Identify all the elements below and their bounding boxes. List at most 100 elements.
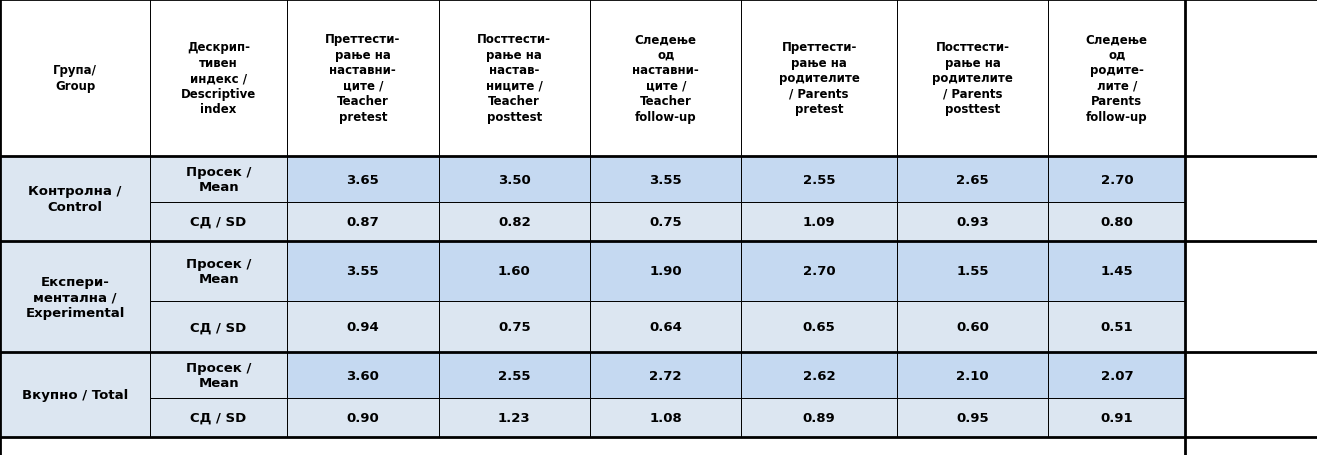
Bar xyxy=(439,0,590,157)
Bar xyxy=(741,157,897,202)
Text: 1.08: 1.08 xyxy=(649,411,682,424)
Bar xyxy=(439,202,590,241)
Text: 2.70: 2.70 xyxy=(803,265,835,278)
Text: 0.91: 0.91 xyxy=(1101,411,1133,424)
Bar xyxy=(287,353,439,398)
Text: 3.55: 3.55 xyxy=(346,265,379,278)
Bar xyxy=(439,301,590,353)
Bar xyxy=(897,202,1048,241)
Bar xyxy=(1048,301,1185,353)
Text: 1.45: 1.45 xyxy=(1101,265,1133,278)
Bar xyxy=(439,241,590,301)
Bar xyxy=(287,241,439,301)
Bar xyxy=(150,157,287,202)
Text: Следење
од
родите-
лите /
Parents
follow-up: Следење од родите- лите / Parents follow… xyxy=(1085,33,1148,124)
Bar xyxy=(1048,0,1185,157)
Bar xyxy=(1048,157,1185,202)
Bar xyxy=(1048,202,1185,241)
Bar xyxy=(150,202,287,241)
Bar xyxy=(287,202,439,241)
Bar xyxy=(150,398,287,437)
Text: Следење
од
наставни-
ците /
Teacher
follow-up: Следење од наставни- ците / Teacher foll… xyxy=(632,33,699,124)
Text: 2.55: 2.55 xyxy=(498,369,531,382)
Bar xyxy=(439,157,590,202)
Text: 1.60: 1.60 xyxy=(498,265,531,278)
Text: 1.09: 1.09 xyxy=(803,215,835,228)
Text: 0.87: 0.87 xyxy=(346,215,379,228)
Text: 1.23: 1.23 xyxy=(498,411,531,424)
Text: Просек /
Mean: Просек / Mean xyxy=(186,361,252,389)
Bar xyxy=(0,353,150,437)
Bar xyxy=(897,157,1048,202)
Bar xyxy=(897,398,1048,437)
Text: 3.55: 3.55 xyxy=(649,173,682,186)
Bar xyxy=(150,301,287,353)
Text: Просек /
Mean: Просек / Mean xyxy=(186,257,252,285)
Text: 3.65: 3.65 xyxy=(346,173,379,186)
Bar xyxy=(1048,241,1185,301)
Bar xyxy=(287,301,439,353)
Bar xyxy=(287,398,439,437)
Text: 2.07: 2.07 xyxy=(1101,369,1133,382)
Text: 0.65: 0.65 xyxy=(803,320,835,334)
Text: 0.89: 0.89 xyxy=(803,411,835,424)
Text: 0.82: 0.82 xyxy=(498,215,531,228)
Text: Група/
Group: Група/ Group xyxy=(53,64,97,93)
Bar xyxy=(590,301,741,353)
Text: 0.94: 0.94 xyxy=(346,320,379,334)
Bar xyxy=(590,353,741,398)
Text: 0.95: 0.95 xyxy=(956,411,989,424)
Bar xyxy=(897,241,1048,301)
Bar xyxy=(287,0,439,157)
Bar xyxy=(1048,353,1185,398)
Bar xyxy=(150,0,287,157)
Text: Експери-
ментална /
Experimental: Експери- ментална / Experimental xyxy=(25,275,125,319)
Text: 0.51: 0.51 xyxy=(1101,320,1133,334)
Text: 2.70: 2.70 xyxy=(1101,173,1133,186)
Bar xyxy=(1048,398,1185,437)
Bar xyxy=(0,241,150,353)
Bar xyxy=(590,0,741,157)
Bar xyxy=(590,398,741,437)
Bar xyxy=(897,0,1048,157)
Text: Контролна /
Control: Контролна / Control xyxy=(29,185,121,213)
Text: Преттести-
рање на
наставни-
ците /
Teacher
pretest: Преттести- рање на наставни- ците / Teac… xyxy=(325,33,400,124)
Bar xyxy=(741,301,897,353)
Text: 2.72: 2.72 xyxy=(649,369,682,382)
Text: 0.75: 0.75 xyxy=(649,215,682,228)
Bar xyxy=(150,241,287,301)
Text: Вкупно / Total: Вкупно / Total xyxy=(22,388,128,401)
Bar xyxy=(741,398,897,437)
Bar xyxy=(0,0,150,157)
Text: 2.65: 2.65 xyxy=(956,173,989,186)
Bar xyxy=(590,202,741,241)
Text: 1.55: 1.55 xyxy=(956,265,989,278)
Text: 0.75: 0.75 xyxy=(498,320,531,334)
Bar xyxy=(897,353,1048,398)
Text: 0.90: 0.90 xyxy=(346,411,379,424)
Text: 2.62: 2.62 xyxy=(803,369,835,382)
Text: 0.93: 0.93 xyxy=(956,215,989,228)
Bar xyxy=(150,353,287,398)
Text: СД / SD: СД / SD xyxy=(191,320,246,334)
Bar xyxy=(741,0,897,157)
Text: 0.60: 0.60 xyxy=(956,320,989,334)
Bar xyxy=(590,241,741,301)
Text: Посттести-
рање на
настав-
ниците /
Teacher
posttest: Посттести- рање на настав- ниците / Teac… xyxy=(477,33,552,124)
Bar xyxy=(741,202,897,241)
Text: Преттести-
рање на
родителите
/ Parents
pretest: Преттести- рање на родителите / Parents … xyxy=(778,41,860,116)
Text: СД / SD: СД / SD xyxy=(191,411,246,424)
Text: 0.80: 0.80 xyxy=(1101,215,1133,228)
Bar xyxy=(439,398,590,437)
Bar xyxy=(897,301,1048,353)
Text: 2.10: 2.10 xyxy=(956,369,989,382)
Text: 2.55: 2.55 xyxy=(803,173,835,186)
Text: 0.64: 0.64 xyxy=(649,320,682,334)
Bar xyxy=(590,157,741,202)
Bar xyxy=(0,157,150,241)
Bar xyxy=(741,241,897,301)
Text: 3.60: 3.60 xyxy=(346,369,379,382)
Text: Дескрип-
тивен
индекс /
Descriptive
index: Дескрип- тивен индекс / Descriptive inde… xyxy=(180,41,257,116)
Text: СД / SD: СД / SD xyxy=(191,215,246,228)
Text: 3.50: 3.50 xyxy=(498,173,531,186)
